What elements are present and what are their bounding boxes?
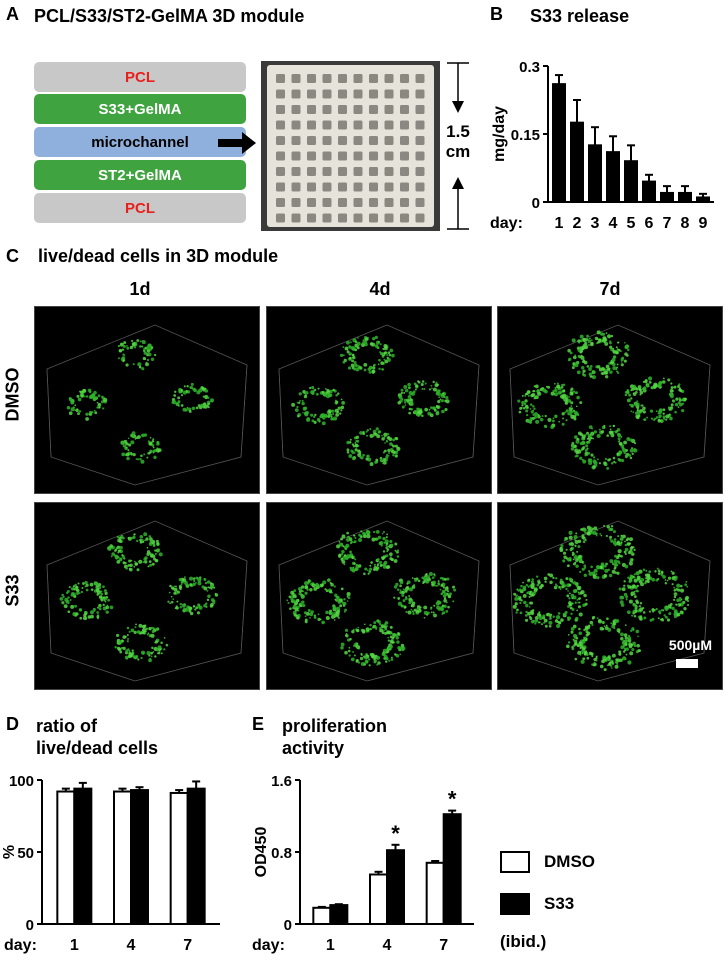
x-tick-label: 7	[183, 937, 192, 954]
panel-b-title: S33 release	[530, 6, 630, 26]
row-head-s33: S33	[2, 574, 23, 607]
y-axis-label: OD450	[253, 827, 270, 878]
bar	[329, 904, 349, 926]
bar	[570, 121, 584, 203]
scalebar	[676, 659, 698, 668]
legend-label-dmso: DMSO	[544, 852, 595, 871]
panel-c-title: live/dead cells in 3D module	[38, 246, 279, 266]
column-head-4d: 4d	[369, 279, 391, 299]
legend-swatch-s33	[500, 893, 530, 915]
panel-d-letter: D	[6, 714, 19, 734]
micrograph-dmso-4d	[266, 306, 492, 494]
scalebar-label: 500µM	[668, 637, 712, 653]
layer-pcl-top: PCL	[34, 62, 246, 92]
proliferation-chart: 0 0.8 1.6 OD450 day: 1 * 4 * 7	[252, 773, 474, 954]
x-axis-label: day:	[252, 937, 285, 954]
bar	[642, 180, 656, 204]
bar	[56, 790, 76, 925]
bar	[113, 790, 132, 925]
bar	[606, 151, 620, 203]
bar	[696, 196, 710, 203]
bar	[660, 191, 674, 204]
bar	[130, 789, 149, 925]
panel-a-letter: A	[6, 4, 19, 24]
y-tick-label: 0	[284, 917, 292, 934]
x-tick-label: 4	[383, 937, 392, 954]
bar	[312, 906, 332, 926]
scaffold-grid	[267, 65, 434, 227]
panel-a-title: PCL/S33/ST2-GelMA 3D module	[34, 6, 305, 26]
legend-label-s33: S33	[544, 894, 575, 913]
y-tick-label: 50	[17, 845, 34, 862]
layer-st2-gelma: ST2+GelMA	[34, 160, 246, 190]
x-tick-label: 4	[127, 937, 136, 954]
panel-d-title-line1: ratio of	[36, 716, 97, 736]
x-axis-label: day:	[4, 937, 37, 954]
x-axis-label: day:	[490, 215, 523, 232]
panel-c-letter: C	[6, 246, 19, 266]
layer-microchannel: microchannel	[34, 127, 246, 157]
layer-s33-gelma: S33+GelMA	[34, 94, 246, 124]
x-tick-label: 4	[609, 215, 618, 232]
bar	[369, 873, 388, 925]
bar	[678, 191, 692, 204]
x-tick-label: 1	[326, 937, 335, 954]
bar	[588, 144, 602, 204]
bar	[552, 83, 566, 204]
x-tick-label: 7	[663, 215, 672, 232]
bar	[442, 813, 462, 926]
micrograph-s33-4d	[266, 502, 492, 690]
x-tick-label: 3	[591, 215, 600, 232]
legend-note: (ibid.)	[500, 932, 547, 951]
layer-pcl-bottom: PCL	[34, 193, 246, 223]
size-unit: cm	[445, 142, 471, 161]
x-tick-label: 7	[439, 937, 448, 954]
y-tick-label: 0	[532, 195, 540, 212]
column-head-7d: 7d	[599, 279, 621, 299]
size-value: 1.5	[446, 122, 470, 141]
micrograph-s33-7d: 500µM	[497, 502, 723, 690]
right-arrow-icon	[218, 132, 256, 154]
y-axis-label: mg/day	[491, 106, 508, 162]
row-head-dmso: DMSO	[2, 367, 23, 422]
y-axis-label: %	[1, 845, 18, 859]
panel-e-title-line2: activity	[282, 738, 345, 758]
bar	[624, 160, 638, 203]
x-tick-label: 1	[70, 937, 79, 954]
panel-d-title-line2: live/dead cells	[36, 738, 159, 758]
s33-release-chart: 0 0.15 0.3 mg/day day: 1 2 3 4 5 6 7 8 9	[490, 59, 714, 232]
y-tick-label: 0.3	[519, 59, 540, 76]
panel-e-letter: E	[252, 714, 265, 734]
bar	[186, 787, 206, 925]
column-head-1d: 1d	[129, 279, 151, 299]
y-tick-label: 1.6	[271, 773, 292, 790]
micrograph-dmso-1d	[34, 306, 260, 494]
panel-b-letter: B	[490, 4, 503, 24]
y-tick-label: 100	[9, 773, 34, 790]
x-tick-label: 2	[573, 215, 582, 232]
micrograph-s33-1d	[34, 502, 260, 690]
x-tick-label: 6	[645, 215, 654, 232]
bar	[425, 861, 445, 926]
y-tick-label: 0.15	[511, 127, 540, 144]
legend-swatch-dmso	[500, 851, 530, 873]
live-dead-ratio-chart: 0 50 100% day: 1 4 7	[1, 773, 220, 954]
significance-mark: *	[448, 787, 457, 812]
x-tick-label: 5	[627, 215, 636, 232]
panel-e-title-line1: proliferation	[282, 716, 388, 736]
bar	[386, 849, 405, 925]
bar	[73, 787, 93, 925]
significance-mark: *	[391, 821, 400, 846]
bar	[169, 791, 189, 925]
x-tick-label: 9	[699, 215, 708, 232]
y-tick-label: 0.8	[271, 845, 292, 862]
micrograph-dmso-7d	[497, 306, 723, 494]
x-tick-label: 8	[681, 215, 690, 232]
scaffold-photo	[261, 61, 440, 231]
y-tick-label: 0	[26, 917, 34, 934]
size-dimension-arrows	[447, 62, 469, 230]
x-tick-label: 1	[555, 215, 564, 232]
